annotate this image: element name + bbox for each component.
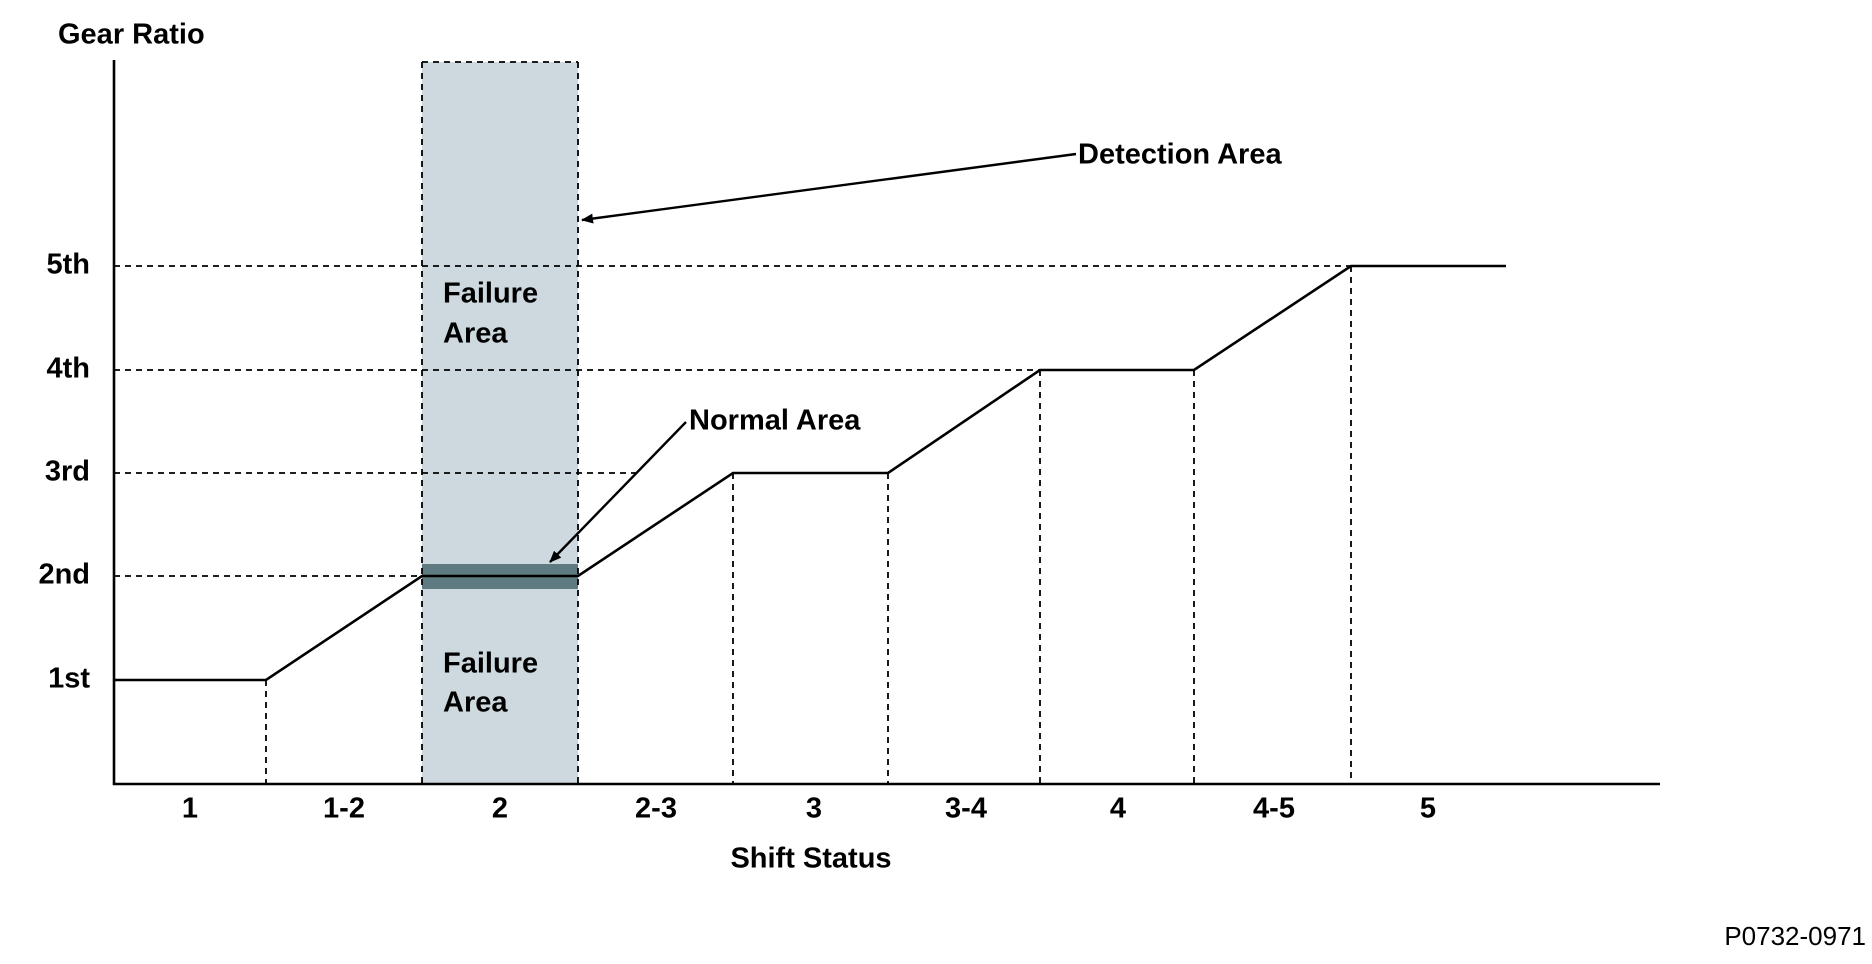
arrow: [581, 152, 1077, 224]
annotation: Area: [443, 318, 508, 350]
y-label: 2nd: [38, 559, 90, 591]
gear-line: [114, 264, 1506, 682]
x-label: 3: [806, 793, 822, 825]
x-label: 4: [1110, 793, 1126, 825]
y-axis-title: Gear Ratio: [58, 19, 205, 51]
x-label: 2: [492, 793, 508, 825]
annotation: Area: [443, 687, 508, 719]
guides: [114, 61, 1352, 784]
annotation: Detection Area: [1078, 139, 1282, 171]
annotation: Failure: [443, 648, 538, 680]
x-label: 1: [182, 793, 198, 825]
x-label: 1-2: [323, 793, 365, 825]
x-label: 2-3: [635, 793, 677, 825]
y-label: 1st: [48, 663, 90, 695]
annotation: Failure: [443, 278, 538, 310]
x-axis-title: Shift Status: [730, 843, 891, 875]
figure-id: P0732-0971: [1724, 921, 1866, 951]
arrow: [549, 421, 687, 563]
axes: [112, 60, 1660, 786]
y-label: 4th: [47, 353, 91, 385]
y-label: 5th: [47, 249, 91, 281]
y-label: 3rd: [45, 456, 90, 488]
x-label: 3-4: [945, 793, 987, 825]
x-label: 5: [1420, 793, 1436, 825]
x-label: 4-5: [1253, 793, 1295, 825]
annotation: Normal Area: [689, 405, 861, 437]
detection-area: [422, 62, 578, 784]
